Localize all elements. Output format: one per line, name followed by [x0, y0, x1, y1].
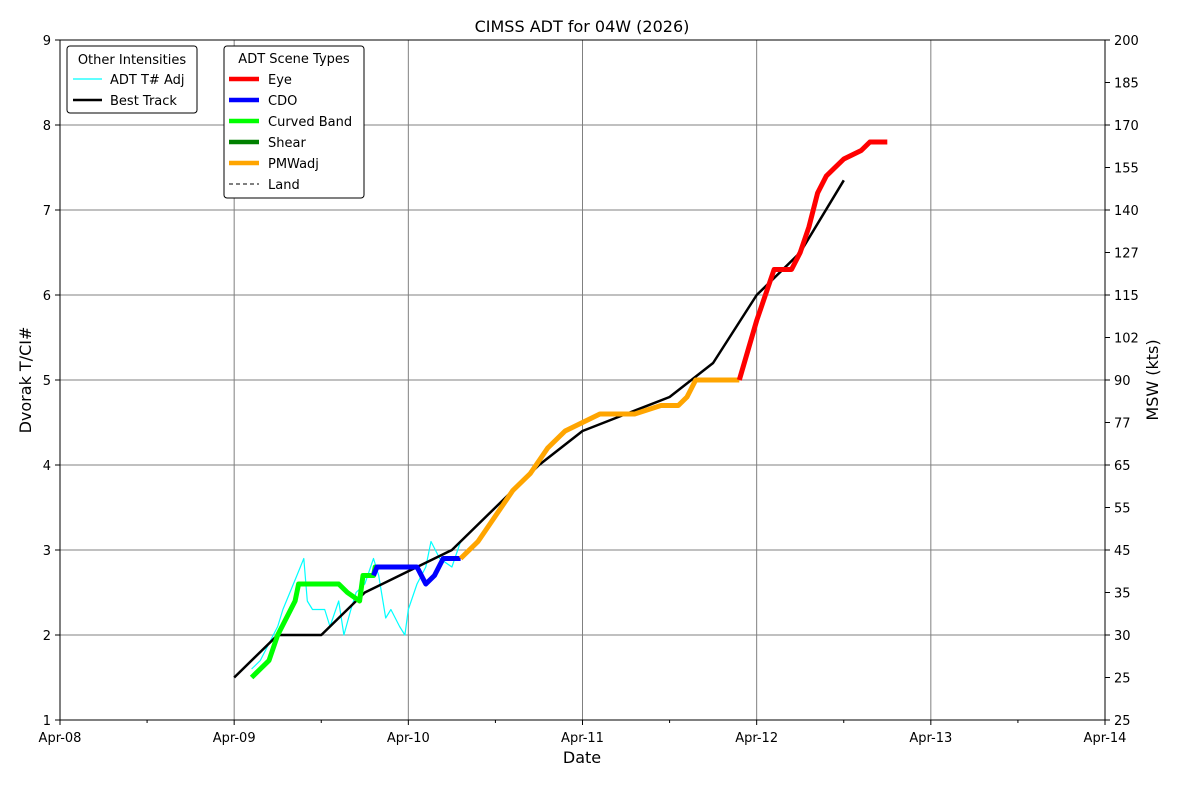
x-axis-label: Date	[563, 748, 601, 767]
y2-tick-label: 102	[1114, 332, 1139, 347]
chart-title: CIMSS ADT for 04W (2026)	[475, 17, 690, 36]
y-tick-label: 1	[43, 714, 51, 729]
x-tick-label: Apr-09	[213, 731, 256, 746]
y2-axis: 25 25 30 35 45 55 65 77 90 102 115 127 140 155 170 185 2…	[1105, 34, 1139, 729]
y-tick-label: 6	[43, 289, 51, 304]
y2-tick-label: 200	[1114, 34, 1139, 49]
y-axis: 1 2 3 4 5 6 7 8 9	[43, 34, 60, 729]
y2-tick-label: 155	[1114, 162, 1139, 177]
legend-scene-title: ADT Scene Types	[238, 52, 350, 67]
y-axis-label: Dvorak T/CI#	[16, 327, 35, 434]
series-cdo	[371, 556, 461, 587]
x-tick-label: Apr-12	[735, 731, 778, 746]
legend-other-intensities: Other Intensities ADT T# Adj Best Track	[66, 45, 198, 114]
y-tick-label: 7	[43, 204, 51, 219]
y2-tick-label: 127	[1114, 247, 1139, 262]
y-tick-label: 9	[43, 34, 51, 49]
y2-tick-label: 115	[1114, 289, 1139, 304]
legend-scene-types: ADT Scene Types Eye CDO Curved Band Shea…	[223, 45, 365, 199]
y2-axis-label: MSW (kts)	[1143, 339, 1162, 420]
x-tick-label: Apr-10	[387, 731, 430, 746]
legend-label-best-track: Best Track	[110, 94, 177, 109]
legend-label-land: Land	[268, 178, 300, 193]
y2-tick-label: 25	[1114, 714, 1131, 729]
series-best-track	[233, 179, 845, 679]
y2-tick-label: 65	[1114, 459, 1131, 474]
x-tick-label: Apr-13	[909, 731, 952, 746]
y2-tick-label: 140	[1114, 204, 1139, 219]
grid-lines	[60, 40, 1105, 720]
y-tick-label: 3	[43, 544, 51, 559]
y2-tick-label: 170	[1114, 119, 1139, 134]
y2-tick-label: 185	[1114, 77, 1139, 92]
series-layer	[233, 139, 888, 680]
y-tick-label: 8	[43, 119, 51, 134]
y-tick-label: 5	[43, 374, 51, 389]
series-eye	[736, 139, 888, 381]
y2-tick-label: 45	[1114, 544, 1131, 559]
legend-other-title: Other Intensities	[78, 53, 187, 68]
series-pmwadj	[458, 377, 740, 561]
y2-tick-label: 90	[1114, 374, 1131, 389]
y2-tick-label: 55	[1114, 502, 1131, 517]
series-adt-t-adj	[251, 540, 462, 670]
y2-tick-label: 35	[1114, 587, 1131, 602]
x-tick-label: Apr-11	[561, 731, 604, 746]
y-tick-label: 2	[43, 629, 51, 644]
y2-tick-label: 25	[1114, 672, 1131, 687]
series-curved-band	[249, 564, 417, 680]
legend-label-pmwadj: PMWadj	[268, 157, 319, 172]
legend-label-adt: ADT T# Adj	[110, 73, 184, 88]
y-tick-label: 4	[43, 459, 51, 474]
x-tick-label: Apr-08	[39, 731, 82, 746]
x-tick-label: Apr-14	[1084, 731, 1127, 746]
legend-label-shear: Shear	[268, 136, 306, 151]
legend-label-eye: Eye	[268, 73, 292, 88]
legend-label-curved-band: Curved Band	[268, 115, 352, 130]
x-axis: Apr-08 Apr-09 Apr-10 Apr-11 Apr-12 Apr-13 Apr-…	[39, 720, 1127, 746]
y2-tick-label: 30	[1114, 629, 1131, 644]
y2-tick-label: 77	[1114, 417, 1131, 432]
legend-label-cdo: CDO	[268, 94, 297, 109]
